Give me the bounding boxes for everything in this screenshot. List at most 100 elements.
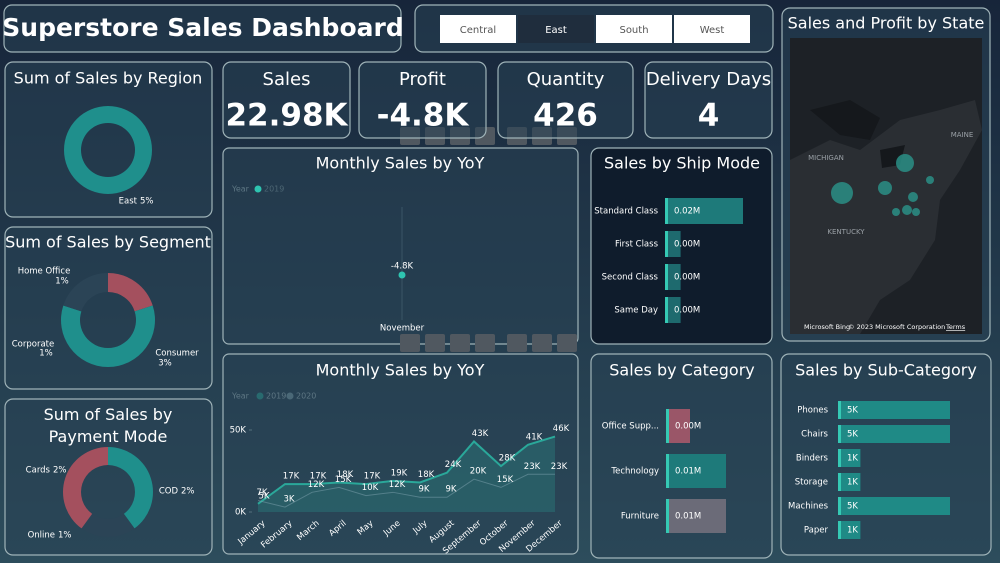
data-label: 17K (310, 472, 327, 482)
payment-card (4, 398, 213, 556)
bar (838, 401, 950, 419)
bar-value-label: 5K (847, 406, 858, 416)
bar-value-label: 1K (847, 454, 858, 464)
kpi-value: 426 (533, 98, 598, 134)
bar-edge (838, 521, 841, 539)
legend-marker (256, 392, 264, 400)
bar-edge (665, 297, 668, 323)
chart-title: Sales by Category (609, 361, 754, 380)
filter-tab[interactable] (596, 15, 672, 43)
legend-label: 2020 (296, 392, 316, 401)
donut-category-label: Corporate (12, 340, 55, 350)
bar-category-label: Phones (797, 406, 828, 416)
bar-category-label: Storage (795, 478, 828, 488)
bar-category-label: Second Class (602, 273, 659, 283)
data-label: 7K (257, 488, 268, 498)
bar-edge (666, 499, 669, 533)
chart-title: Sales by Sub-Category (795, 361, 977, 380)
legend-title: Year (231, 392, 250, 401)
donut-category-label: Home Office (18, 267, 71, 277)
bar-edge (838, 425, 841, 443)
bar-value-label: 0.01M (675, 512, 701, 522)
kpi-label: Sales (263, 69, 311, 90)
data-label: 28K (499, 454, 516, 464)
chart-title: Sum of Sales by Region (14, 69, 203, 88)
chart-title: Monthly Sales by YoY (316, 361, 485, 380)
legend-label: 2019 (264, 185, 284, 194)
x-label: November (380, 324, 425, 334)
map-state-label: MICHIGAN (808, 154, 844, 162)
data-label: 19K (391, 468, 408, 478)
kpi-card (358, 61, 487, 139)
map-attribution: © 2023 Microsoft Corporation (848, 323, 945, 331)
bar-category-label: Technology (610, 467, 659, 477)
donut-value-label: 3% (158, 359, 172, 369)
bar-category-label: First Class (615, 240, 659, 250)
data-point (398, 271, 406, 279)
map-attribution[interactable]: Terms (945, 323, 966, 331)
kpi-value: -4.8K (377, 98, 470, 134)
kpi-value: 22.98K (225, 98, 348, 134)
bar-category-label: Machines (788, 502, 829, 512)
data-label: 20K (470, 467, 487, 477)
bar-value-label: 0.02M (674, 207, 700, 217)
data-label: -4.8K (391, 262, 414, 272)
bar (838, 473, 861, 491)
bar-edge (838, 497, 841, 515)
filter-tab[interactable] (518, 15, 594, 43)
donut-category-label: Online (28, 531, 55, 541)
bar (666, 499, 726, 533)
data-label: 9K (446, 485, 457, 495)
legend-marker (286, 392, 294, 400)
bar (838, 521, 861, 539)
bar-category-label: Furniture (621, 512, 659, 522)
y-tick-label: 50K (230, 426, 247, 436)
bar-value-label: 1K (847, 526, 858, 536)
kpi-value: 4 (698, 98, 720, 134)
donut-slice (63, 273, 108, 312)
data-label: 43K (472, 429, 489, 439)
donut-category-label: Consumer (155, 349, 199, 359)
donut-slice (63, 447, 108, 529)
data-label: 12K (308, 480, 325, 490)
donut-slice (108, 273, 153, 312)
chart-title: Sales by Ship Mode (604, 154, 760, 173)
bar-edge (838, 449, 841, 467)
bar (666, 409, 690, 443)
filter-tab-label: East (545, 25, 567, 36)
bar (838, 449, 861, 467)
dashboard-title: Superstore Sales Dashboard (2, 13, 403, 42)
chart-title: Monthly Sales by YoY (316, 154, 485, 173)
bar-value-label: 5K (847, 502, 858, 512)
donut-slice (108, 447, 153, 529)
ship-card (590, 147, 773, 345)
bar-value-label: 0.00M (674, 306, 700, 316)
donut-value-label: 2% (53, 466, 67, 476)
donut-value-label: 1% (55, 277, 69, 287)
bar-edge (666, 409, 669, 443)
title-card (3, 4, 402, 53)
data-label: 18K (337, 470, 354, 480)
bar (838, 425, 950, 443)
filter-tab[interactable] (674, 15, 750, 43)
chart-title: Sum of Sales by Segment (5, 233, 211, 252)
bar (665, 198, 743, 224)
donut-category-label: Cards (26, 466, 51, 476)
bar-value-label: 0.00M (674, 240, 700, 250)
bar-category-label: Standard Class (594, 207, 658, 217)
bar-edge (665, 198, 668, 224)
bar-edge (666, 454, 669, 488)
area (258, 436, 555, 512)
bar (666, 454, 726, 488)
data-label: 15K (335, 475, 352, 485)
map-land (790, 100, 982, 334)
line-card-1 (222, 147, 579, 345)
bar-category-label: Chairs (801, 430, 828, 440)
filter-tab[interactable] (440, 15, 516, 43)
map-state-label: KENTUCKY (827, 228, 865, 236)
donut-value-label: 5% (140, 197, 154, 207)
filter-tab-label: West (700, 25, 725, 36)
legend-label: 2019 (266, 392, 286, 401)
bar-value-label: 0.00M (675, 422, 701, 432)
